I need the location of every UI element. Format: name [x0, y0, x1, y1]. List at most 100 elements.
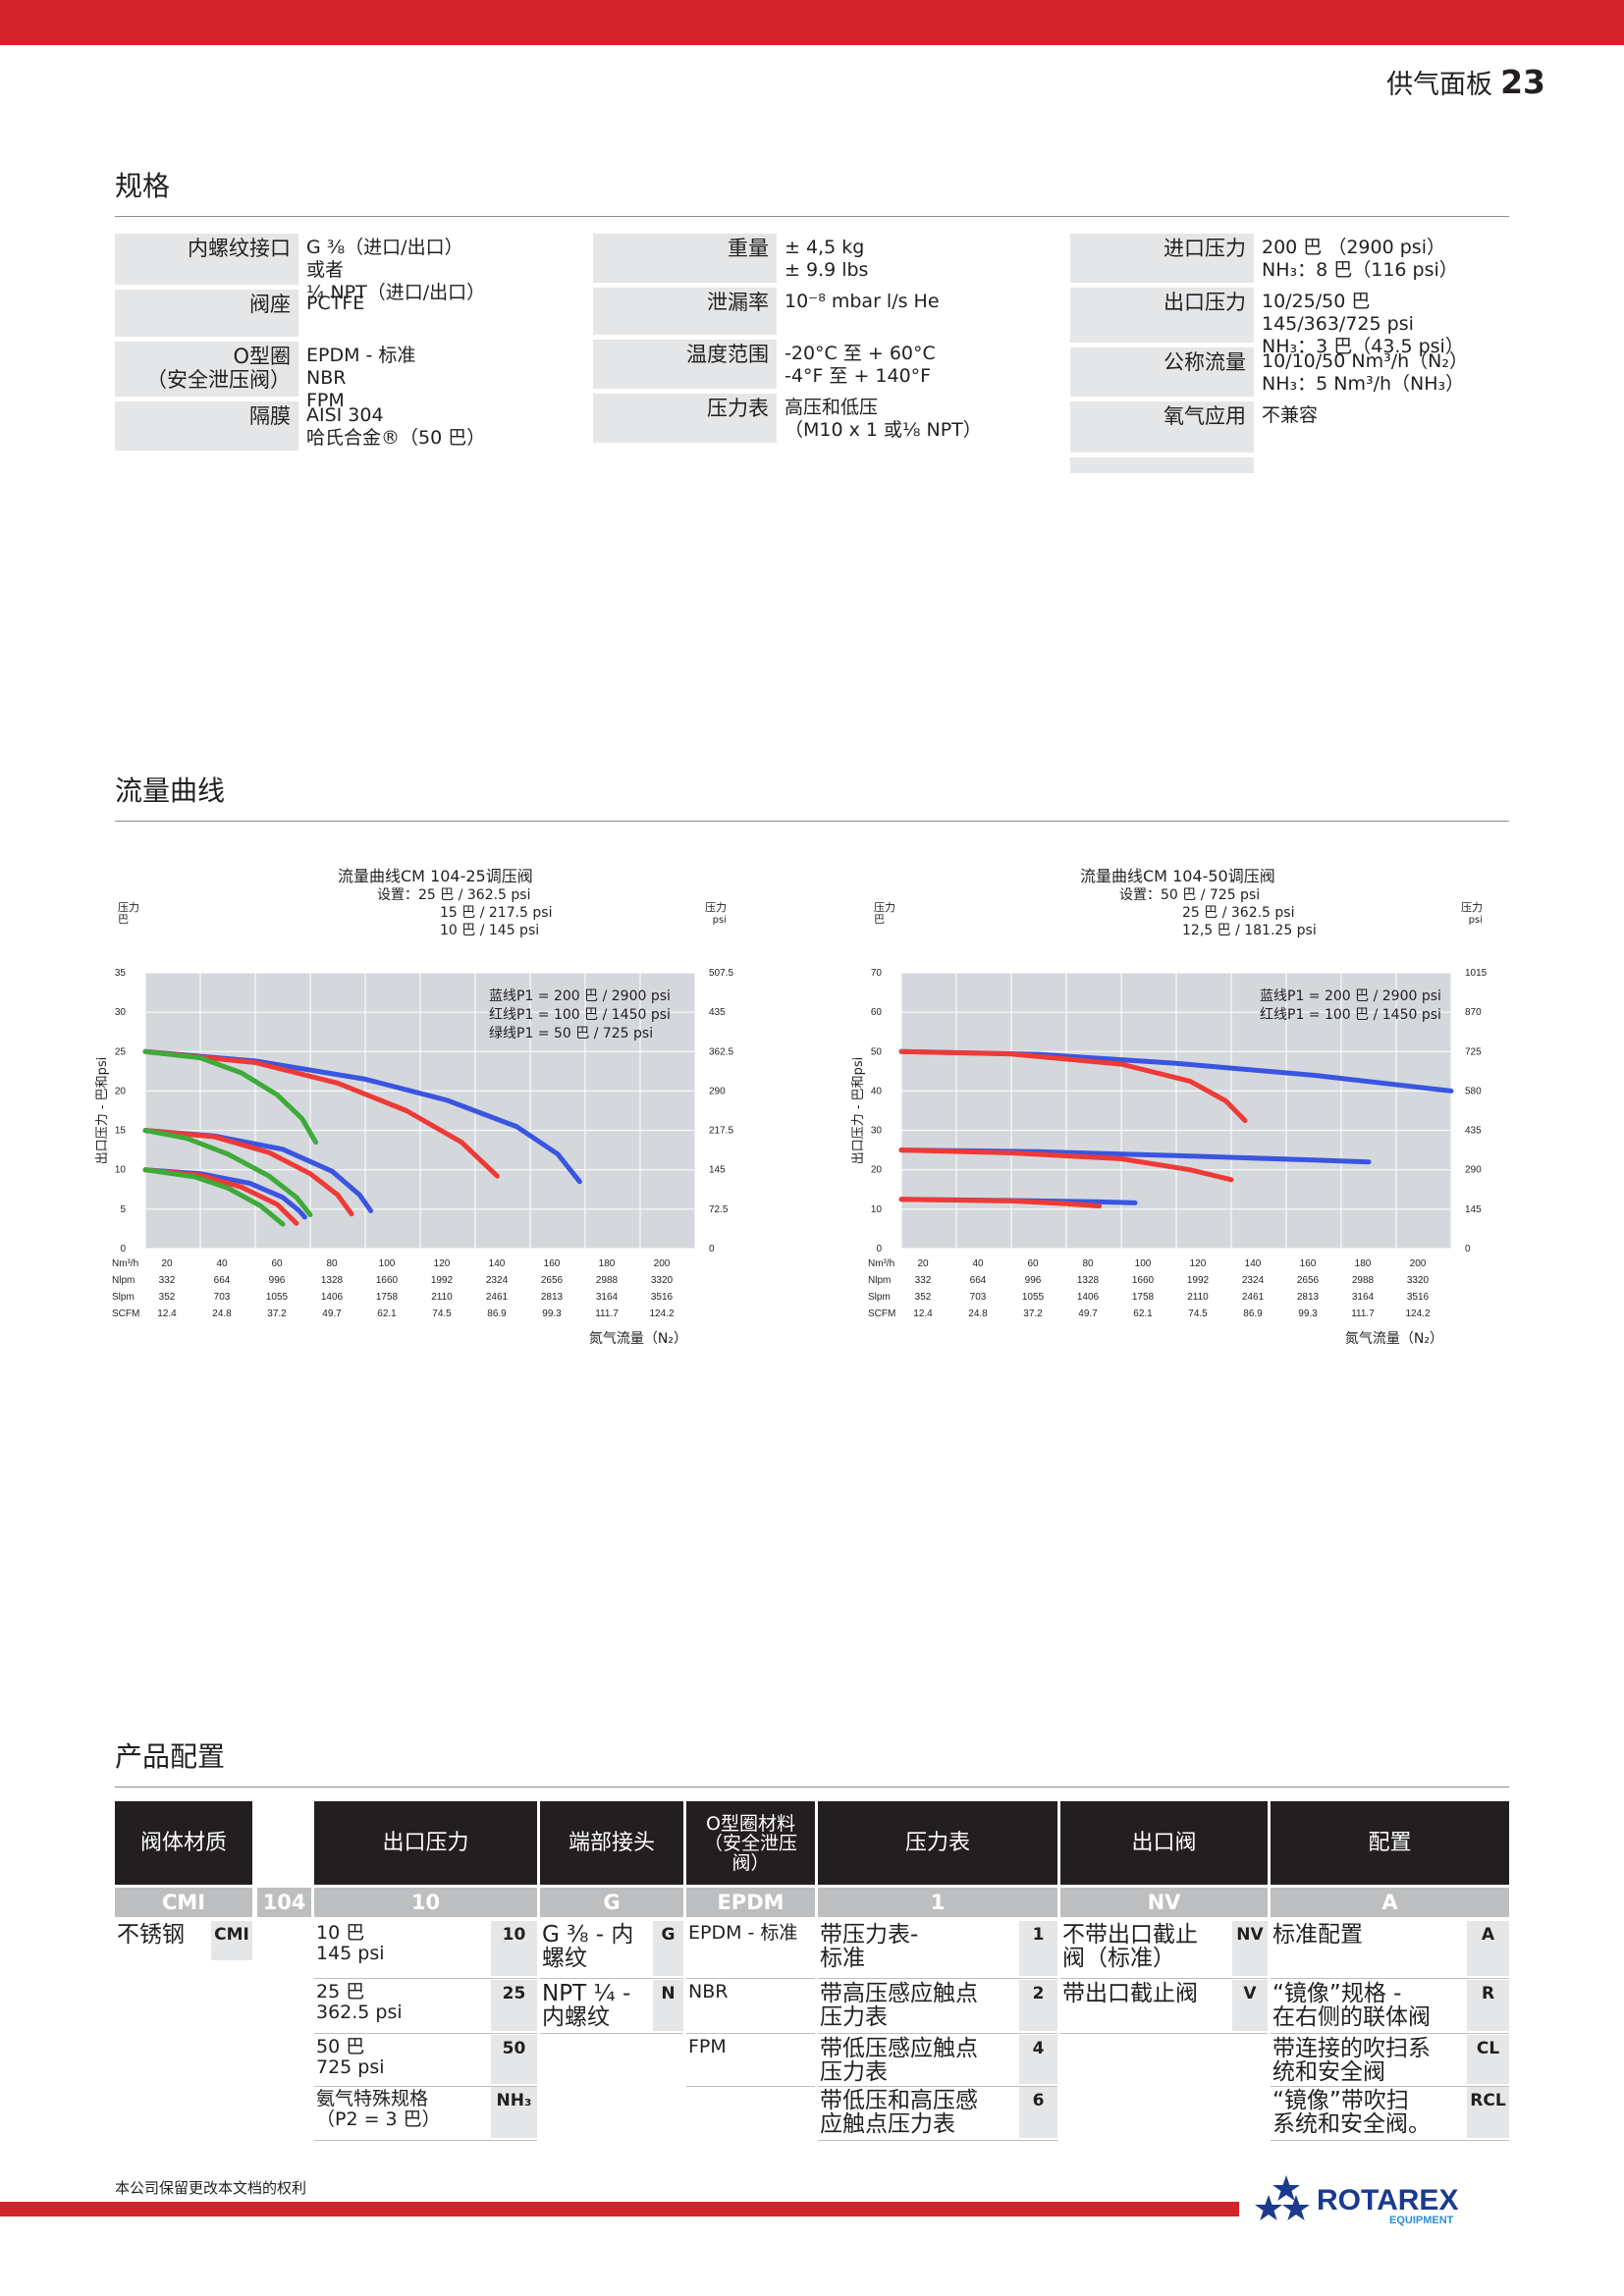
spec-filler — [1070, 457, 1254, 473]
x-tick-label: 100 — [1135, 1258, 1152, 1269]
spec-row: 出口压力 10/25/50 巴 145/363/725 psi NH₃：3 巴（43.… — [1070, 288, 1519, 357]
x-tick-label: 2110 — [1187, 1292, 1209, 1303]
y-tick-label-right: 145 — [709, 1165, 726, 1176]
x-tick-label: 1328 — [321, 1275, 344, 1286]
spec-row: 进口压力 200 巴 （2900 psi） NH₃：8 巴（116 psi） — [1070, 234, 1519, 283]
oring-material: FPM — [688, 2036, 727, 2057]
legend-entry: 绿线P1 = 50 巴 / 725 psi — [489, 1026, 653, 1041]
x-tick-label: 37.2 — [267, 1308, 287, 1319]
x-tick-label: 1992 — [1187, 1275, 1210, 1286]
series-line — [142, 1128, 354, 1217]
table-header: O型圈材料 （安全泄压 阀） — [686, 1801, 815, 1885]
chart-setting: 25 巴 / 362.5 psi — [1182, 905, 1294, 921]
x-tick-label: 1660 — [376, 1275, 399, 1286]
x-tick-label: 2461 — [1242, 1292, 1265, 1303]
y-tick-label: 60 — [871, 1007, 883, 1018]
spec-row: 隔膜 AISI 304 哈氏合金®（50 巴） — [115, 401, 564, 451]
page-header: 供气面板 23 — [1386, 63, 1545, 101]
spec-label: 进口压力 — [1070, 234, 1254, 283]
x-unit-label: Slpm — [112, 1292, 135, 1303]
spec-value: AISI 304 哈氏合金®（50 巴） — [306, 404, 486, 449]
outlet-pressure: 氨气特殊规格 （P2 = 3 巴） — [316, 2088, 441, 2130]
series-line — [142, 1048, 500, 1179]
x-tick-label: 2461 — [486, 1292, 509, 1303]
outlet-valve-code: NV — [1232, 1921, 1268, 1976]
configuration-code: RCL — [1467, 2087, 1509, 2138]
y-axis-caption-left: 压力 — [874, 901, 895, 914]
series-line — [898, 1197, 1103, 1209]
x-tick-label: 703 — [214, 1292, 231, 1303]
top-red-bar — [0, 0, 1624, 45]
y-tick-label-right: 72.5 — [709, 1204, 729, 1215]
x-tick-label: 2324 — [486, 1275, 509, 1286]
x-tick-label: 99.3 — [542, 1308, 562, 1319]
x-tick-label: 74.5 — [1188, 1308, 1208, 1319]
y-tick-label: 0 — [120, 1244, 126, 1255]
spec-column-2: 重量 ± 4,5 kg ± 9.9 lbs 泄漏率 10⁻⁸ mbar l/s He 温度… — [593, 234, 1042, 448]
chart-setting: 设置：25 巴 / 362.5 psi — [377, 887, 530, 903]
x-tick-label: 2988 — [596, 1275, 619, 1286]
row-divider — [686, 2033, 815, 2034]
spec-row: 压力表 高压和低压 （M10 x 1 或⅛ NPT） — [593, 394, 1042, 443]
x-tick-label: 352 — [159, 1292, 176, 1303]
row-divider — [314, 1978, 537, 1979]
row-divider — [314, 2033, 537, 2034]
row-divider — [686, 2086, 815, 2087]
outlet-code: 10 — [491, 1921, 537, 1976]
x-tick-label: 120 — [434, 1258, 451, 1269]
x-tick-label: 996 — [1025, 1275, 1042, 1286]
x-unit-label: SCFM — [868, 1308, 895, 1319]
gauge-code: 1 — [1019, 1921, 1057, 1976]
x-tick-label: 124.2 — [649, 1308, 674, 1319]
page-number: 23 — [1500, 63, 1545, 101]
code-header: 104 — [257, 1888, 311, 1917]
code-header: G — [540, 1888, 683, 1917]
x-tick-label: 1055 — [1022, 1292, 1045, 1303]
y-tick-label-right: 1015 — [1465, 968, 1488, 979]
spec-value: PCTFE — [306, 293, 365, 314]
gauge-option: 带高压感应触点 压力表 — [820, 1981, 978, 2030]
footer-red-bar — [0, 2202, 1239, 2216]
x-tick-label: 60 — [1027, 1258, 1039, 1269]
y-tick-label-right: 725 — [1465, 1046, 1482, 1057]
y-axis-caption-left: 压力 — [118, 901, 139, 914]
spec-column-1: 内螺纹接口 G ⅜（进口/出口） 或者 ¼ NPT（进口/出口） 阀座 PCTFE O型圈（… — [115, 234, 564, 455]
config-table: 阀体材质 出口压力 端部接头 O型圈材料 （安全泄压 阀） 压力表 出口阀 配置 CMI 104 10… — [115, 1801, 1509, 2194]
row-divider — [818, 2140, 1057, 2141]
x-tick-label: 996 — [269, 1275, 286, 1286]
legend-entry: 蓝线P1 = 200 巴 / 2900 psi — [489, 988, 671, 1004]
outlet-code: NH₃ — [491, 2087, 537, 2138]
y-tick-label-right: 0 — [709, 1244, 715, 1255]
configuration-option: “镜像”规格 - 在右侧的联体阀 — [1272, 1981, 1431, 2030]
row-divider — [1271, 2140, 1509, 2141]
x-unit-label: SCFM — [112, 1308, 139, 1319]
y-axis-caption-left-unit: 巴 — [118, 913, 129, 926]
x-unit-label: Nlpm — [868, 1275, 891, 1286]
x-tick-label: 352 — [915, 1292, 932, 1303]
row-divider — [1271, 2033, 1509, 2034]
x-tick-label: 1992 — [431, 1275, 454, 1286]
y-tick-label: 25 — [115, 1046, 127, 1057]
configuration-option: 带连接的吹扫系 统和安全阀 — [1272, 2036, 1431, 2085]
configuration-code: A — [1467, 1921, 1509, 1976]
y-tick-label: 50 — [871, 1046, 883, 1057]
x-tick-label: 3164 — [1352, 1292, 1375, 1303]
y-axis-caption-left-unit: 巴 — [874, 913, 885, 926]
x-tick-label: 20 — [917, 1258, 929, 1269]
end-connection: G ⅜ - 内螺纹 — [542, 1922, 634, 1971]
x-tick-label: 1758 — [1132, 1292, 1155, 1303]
x-tick-label: 12.4 — [157, 1308, 177, 1319]
y-tick-label: 40 — [871, 1086, 883, 1096]
x-tick-label: 180 — [599, 1258, 616, 1269]
x-tick-label: 180 — [1355, 1258, 1372, 1269]
spec-row: 氧气应用 不兼容 — [1070, 401, 1519, 453]
body-code: CMI — [211, 1921, 252, 1960]
spec-row: O型圈 （安全泄压阀） EPDM - 标准 NBR FPM — [115, 342, 564, 411]
x-tick-label: 12.4 — [913, 1308, 933, 1319]
spec-label: 隔膜 — [115, 401, 298, 451]
header-title: 供气面板 — [1386, 70, 1493, 100]
spec-value: 高压和低压 （M10 x 1 或⅛ NPT） — [785, 397, 982, 441]
spec-value: -20°C 至 + 60°C -4°F 至 + 140°F — [785, 343, 936, 387]
x-tick-label: 24.8 — [212, 1308, 232, 1319]
